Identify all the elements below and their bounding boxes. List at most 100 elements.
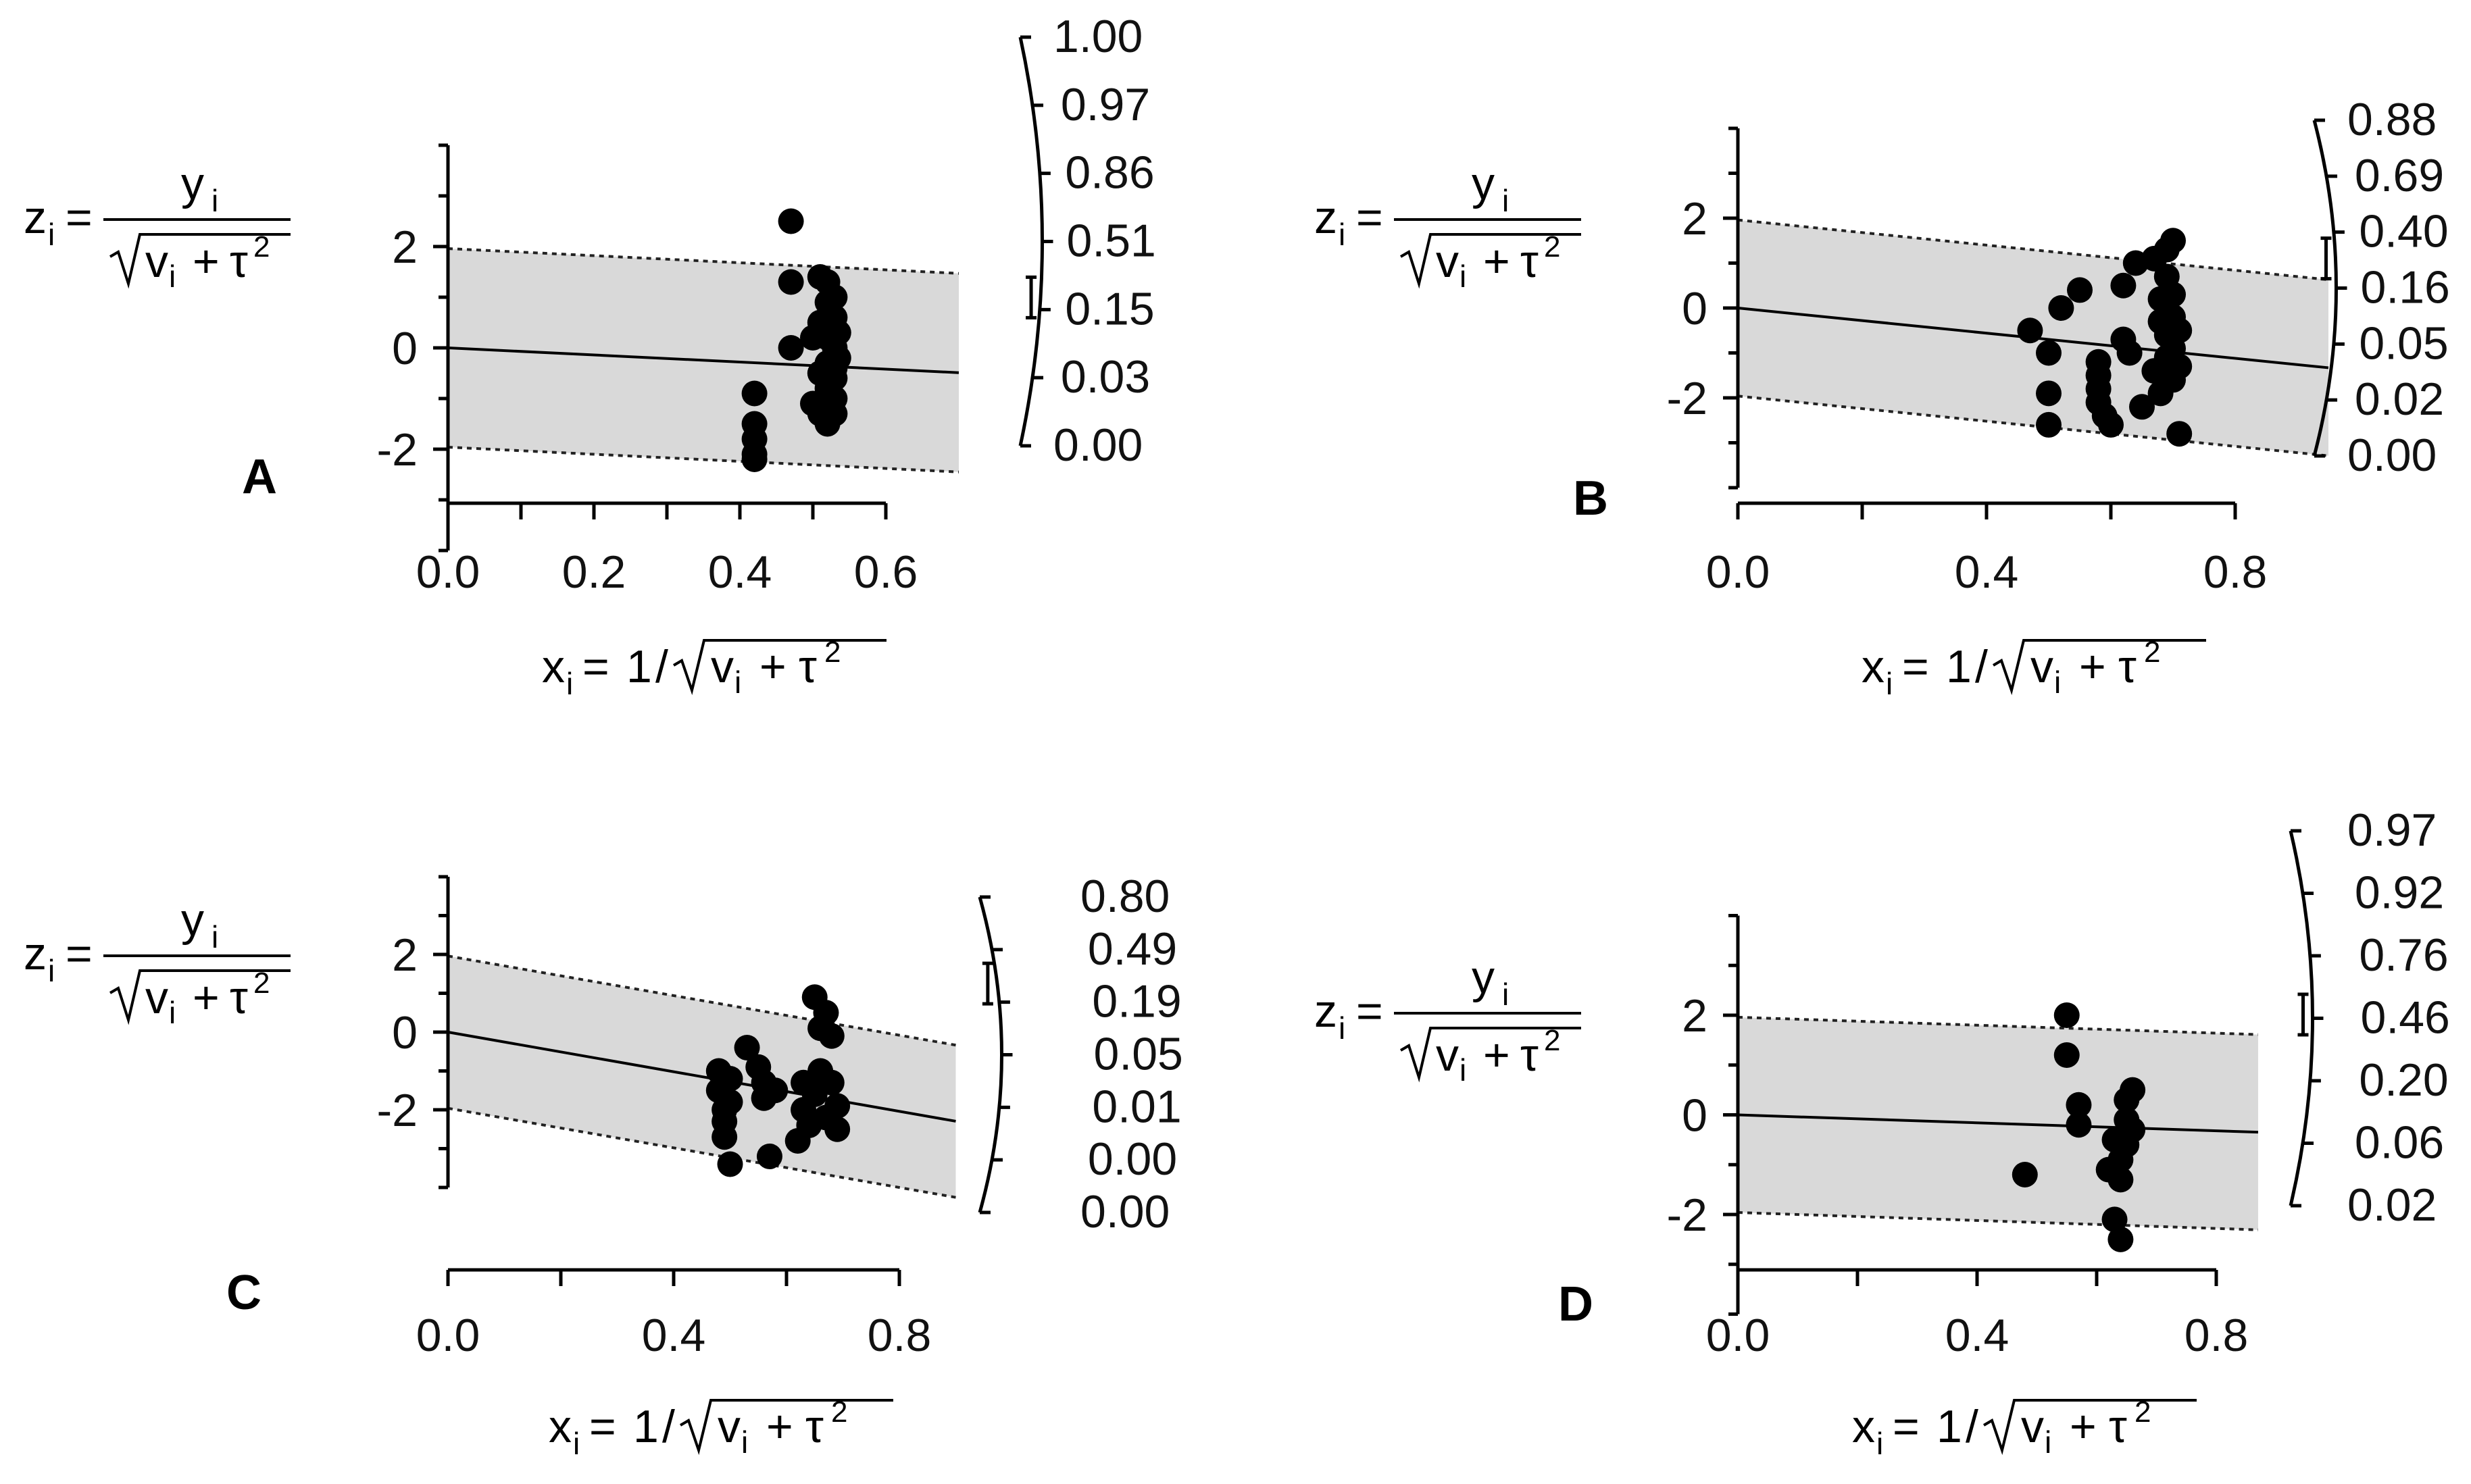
arc-tick-label: 1.00 [1053, 11, 1143, 62]
y-tick-label: -2 [1667, 373, 1707, 424]
x-formula-v-sub: i [734, 665, 741, 700]
y-tick-label: 0 [1682, 283, 1707, 334]
data-point [2120, 1117, 2146, 1143]
data-point [818, 1023, 845, 1049]
z-formula-tau: τ [230, 236, 248, 287]
z-formula-sqrt [109, 233, 291, 289]
y-tick-label: -2 [377, 1085, 418, 1136]
z-formula-lhs: z [24, 928, 47, 979]
z-formula-numerator-sub: i [211, 183, 218, 218]
x-formula-slash: / [655, 641, 668, 692]
x-formula-v-sub: i [2045, 1425, 2051, 1460]
panel-b: 2 0 -2 0.0 0.4 0.8 0.880.690.400.160.050.020.0… [1314, 94, 2450, 701]
plot-area-a: 2 0 -2 0.0 0.2 0.4 0.6 1.00 0.97 0.86 0.51 0.15 0.03… [24, 11, 1156, 701]
z-formula-v: v [1436, 1029, 1459, 1081]
data-point [2017, 317, 2043, 344]
data-point [824, 1093, 851, 1119]
data-point [2053, 1002, 2080, 1028]
z-formula-numerator: y [181, 894, 204, 946]
y-tick-label: -2 [1667, 1189, 1707, 1241]
data-point [822, 365, 848, 391]
x-tick-label: 0.8 [868, 1310, 932, 1361]
z-formula-plus: + [193, 236, 220, 287]
data-point [2110, 272, 2137, 299]
z-formula-v: v [145, 236, 168, 287]
regression-line [447, 1031, 956, 1123]
y-tick-label: 2 [1682, 990, 1707, 1042]
band-lower-edge [447, 446, 959, 474]
data-point [2160, 228, 2186, 254]
band-lower-edge [1737, 394, 2329, 457]
y-tick-label: 0 [392, 323, 418, 374]
x-tick-label: 0.4 [1955, 546, 2019, 598]
x-formula-v: v [2021, 1401, 2044, 1452]
z-formula-plus: + [193, 972, 220, 1023]
arc-tick-label: 0.19 [1092, 976, 1181, 1027]
z-formula-numerator-sub: i [211, 919, 218, 954]
z-formula-numerator: y [1472, 158, 1495, 209]
z-formula-numerator-sub: i [1502, 977, 1509, 1012]
panel-d: 2 0 -2 0.0 0.4 0.8 0.97 0.92 0.76 0.46 0.20 0.06 0.0… [1314, 804, 2450, 1461]
z-formula-plus: + [1483, 236, 1510, 287]
x-formula-tau-sup: 2 [824, 636, 841, 669]
plot-area-d: 2 0 -2 0.0 0.4 0.8 0.97 0.92 0.76 0.46 0.20 0.06 0.0… [1314, 804, 2450, 1461]
x-formula-v: v [711, 641, 734, 692]
z-formula: z i =y iv i + τ 2 [24, 158, 291, 294]
arc-tick-label: 0.05 [2359, 317, 2448, 369]
panel-letter-d: D [1558, 1277, 1593, 1331]
y-tick-label: 0 [392, 1007, 418, 1058]
x-formula-one: 1 [626, 641, 652, 692]
band-lower-edge [447, 1106, 956, 1199]
plot-area-b: 2 0 -2 0.0 0.4 0.8 0.880.690.400.160.050.020.0… [1314, 94, 2450, 701]
data-point [2048, 295, 2074, 321]
x-formula-sub: i [566, 666, 573, 701]
arc-tick-label: 0.20 [2359, 1054, 2448, 1106]
arc-tick-label: 0.03 [1061, 351, 1150, 403]
data-point [2129, 394, 2155, 420]
data-point [741, 380, 768, 407]
data-point [717, 1089, 743, 1115]
arc-tick-label: 0.00 [1088, 1133, 1177, 1185]
arc-tick-label: 0.51 [1067, 215, 1156, 267]
z-formula-lhs: z [1314, 192, 1337, 243]
data-point [822, 284, 848, 310]
arc-tick-label: 0.86 [1065, 147, 1154, 199]
panel-a: 2 0 -2 0.0 0.2 0.4 0.6 1.00 0.97 0.86 0.51 0.15 0.03… [24, 11, 1156, 701]
x-formula-one: 1 [1946, 641, 1972, 692]
band-upper-edge [1737, 1015, 2259, 1036]
x-formula-tau-sup: 2 [2144, 636, 2160, 669]
panel-letter-b: B [1573, 471, 1608, 526]
x-tick-label: 0.0 [1706, 546, 1770, 598]
x-tick-label: 0.4 [642, 1310, 706, 1361]
x-formula-one: 1 [633, 1401, 659, 1452]
data-point [734, 1035, 760, 1060]
arc-tick-label: 0.00 [1080, 1186, 1170, 1237]
z-formula-equals: = [1356, 986, 1383, 1037]
z-formula-sqrt [1399, 1027, 1581, 1083]
x-formula-sub: i [573, 1426, 580, 1461]
x-formula-tau: τ [799, 641, 817, 692]
z-formula-equals: = [66, 192, 93, 243]
band-upper-edge [1737, 218, 2329, 282]
x-formula-one: 1 [1937, 1401, 1962, 1452]
arc-tick-label: 0.00 [1053, 419, 1143, 471]
x-formula: x i = 1/v i + τ 2 [542, 636, 887, 701]
arc-tick-label: 0.69 [2355, 150, 2444, 201]
x-formula-sub: i [1876, 1426, 1883, 1461]
z-formula-sub: i [1339, 217, 1345, 252]
x-formula-plus: + [2070, 1401, 2097, 1452]
radial-arc [978, 896, 1003, 1213]
z-formula-numerator-sub: i [1502, 183, 1509, 218]
arc-tick-label: 0.49 [1088, 923, 1177, 975]
x-tick-label: 0.8 [2185, 1310, 2249, 1361]
radial-arc [2312, 120, 2338, 457]
z-formula-tau-sup: 2 [1544, 1024, 1560, 1057]
z-formula-tau: τ [1520, 236, 1539, 287]
z-formula: z i =y iv i + τ 2 [24, 894, 291, 1030]
arc-tick-label: 0.97 [1061, 79, 1150, 130]
x-formula: x i = 1/v i + τ 2 [1862, 636, 2206, 701]
z-formula-v-sub: i [1459, 1052, 1466, 1088]
x-tick-label: 0.4 [708, 546, 772, 598]
band-upper-edge [447, 247, 959, 275]
